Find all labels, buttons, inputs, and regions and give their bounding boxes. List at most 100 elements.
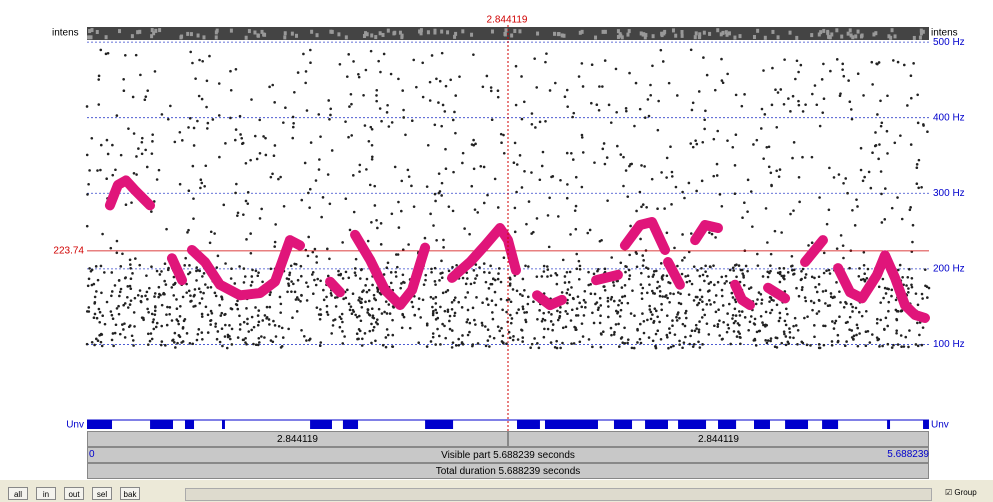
candidate-dot <box>191 61 194 65</box>
candidate-dot <box>316 277 319 281</box>
candidate-dot <box>387 303 391 306</box>
candidate-dot <box>238 328 242 331</box>
candidate-dot <box>362 289 365 292</box>
candidate-dot <box>386 103 389 107</box>
candidate-dot <box>540 319 544 323</box>
candidate-dot <box>716 322 720 326</box>
candidate-dot <box>754 344 758 347</box>
intensity-texture <box>872 32 876 37</box>
candidate-dot <box>315 255 318 258</box>
candidate-dot <box>127 325 131 329</box>
candidate-dot <box>570 342 573 345</box>
candidate-dot <box>86 193 89 196</box>
candidate-dot <box>853 224 857 227</box>
visible-bar[interactable]: Visible part 5.688239 seconds <box>87 447 929 463</box>
candidate-dot <box>638 190 642 194</box>
intensity-texture <box>290 31 294 36</box>
candidate-dot <box>250 315 254 319</box>
cursor-time: 2.844119 <box>487 15 528 26</box>
candidate-dot <box>566 183 569 186</box>
candidate-dot <box>623 341 627 345</box>
candidate-dot <box>885 129 889 133</box>
voiced-interval <box>785 420 809 429</box>
candidate-dot <box>836 333 840 337</box>
left-half[interactable]: 2.844119 <box>87 431 508 447</box>
toolbar-button[interactable]: in <box>36 487 56 500</box>
candidate-dot <box>209 319 212 323</box>
candidate-dot <box>446 289 450 292</box>
candidate-dot <box>421 298 425 302</box>
intensity-texture <box>616 29 620 34</box>
candidate-dot <box>494 303 498 307</box>
candidate-dot <box>399 286 402 290</box>
candidate-dot <box>178 314 182 318</box>
candidate-dot <box>433 192 437 196</box>
candidate-dot <box>118 294 121 298</box>
candidate-dot <box>870 60 874 64</box>
candidate-dot <box>593 292 597 296</box>
candidate-dot <box>204 164 208 168</box>
candidate-dot <box>400 326 404 330</box>
candidate-dot <box>850 329 854 332</box>
candidate-dot <box>909 74 913 77</box>
candidate-dot <box>148 339 152 343</box>
candidate-dot <box>117 279 121 282</box>
candidate-dot <box>652 270 656 273</box>
candidate-dot <box>206 127 209 130</box>
candidate-dot <box>384 345 388 349</box>
candidate-dot <box>474 323 477 326</box>
candidate-dot <box>85 342 89 346</box>
candidate-dot <box>115 114 119 117</box>
total-bar[interactable]: Total duration 5.688239 seconds <box>87 463 929 479</box>
candidate-dot <box>920 343 924 347</box>
candidate-dot <box>469 282 473 286</box>
candidate-dot <box>95 290 98 293</box>
candidate-dot <box>181 295 185 299</box>
candidate-dot <box>453 296 457 299</box>
candidate-dot <box>489 86 493 89</box>
candidate-dot <box>311 270 315 274</box>
intensity-texture <box>578 30 582 35</box>
candidate-dot <box>790 268 794 272</box>
candidate-dot <box>511 338 515 342</box>
candidate-dot <box>861 179 865 183</box>
candidate-dot <box>820 78 824 81</box>
candidate-dot <box>917 186 920 190</box>
toolbar-button[interactable]: out <box>64 487 84 500</box>
candidate-dot <box>800 277 803 281</box>
candidate-dot <box>99 264 103 268</box>
candidate-dot <box>386 333 390 337</box>
candidate-dot <box>268 305 272 309</box>
toolbar-button[interactable]: bak <box>120 487 140 500</box>
candidate-dot <box>721 304 725 307</box>
intensity-texture <box>680 30 684 35</box>
candidate-dot <box>372 293 376 297</box>
candidate-dot <box>249 284 253 287</box>
group-checkbox[interactable]: ☑ Group <box>945 488 977 497</box>
candidate-dot <box>246 202 250 205</box>
candidate-dot <box>114 323 118 327</box>
toolbar-button[interactable]: sel <box>92 487 112 500</box>
candidate-dot <box>510 317 514 320</box>
candidate-dot <box>378 107 382 110</box>
right-half[interactable]: 2.844119 <box>508 431 929 447</box>
toolbar-button[interactable]: all <box>8 487 28 500</box>
candidate-dot <box>900 345 903 349</box>
candidate-dot <box>242 338 246 342</box>
candidate-dot <box>594 302 597 306</box>
candidate-dot <box>713 283 716 287</box>
candidate-dot <box>264 136 267 140</box>
candidate-dot <box>612 333 616 336</box>
candidate-dot <box>535 217 539 220</box>
candidate-dot <box>366 311 369 314</box>
candidate-dot <box>256 343 260 347</box>
candidate-dot <box>243 275 247 278</box>
candidate-dot <box>330 149 334 152</box>
candidate-dot <box>344 270 348 274</box>
candidate-dot <box>135 155 138 158</box>
intensity-texture <box>697 35 701 40</box>
candidate-dot <box>766 339 770 342</box>
scrollbar[interactable] <box>185 488 932 501</box>
candidate-dot <box>397 200 400 204</box>
candidate-dot <box>454 344 458 347</box>
